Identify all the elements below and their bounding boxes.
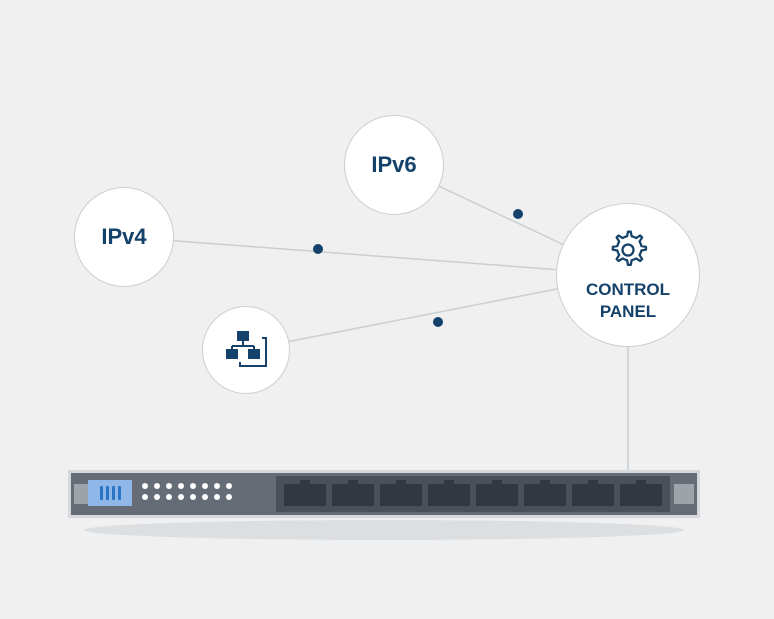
lcd-bar: [118, 486, 121, 500]
control-panel-label-line2: PANEL: [600, 302, 656, 322]
node-ipv6: IPv6: [344, 115, 444, 215]
status-led: [202, 483, 208, 489]
node-control-panel: CONTROL PANEL: [556, 203, 700, 347]
ethernet-port: [380, 484, 422, 506]
status-led: [190, 483, 196, 489]
ethernet-port: [284, 484, 326, 506]
gear-icon: [606, 228, 650, 272]
lcd-bar: [112, 486, 115, 500]
ethernet-port: [524, 484, 566, 506]
status-led: [226, 494, 232, 500]
server-shadow: [84, 520, 684, 540]
server-lcd: [88, 480, 132, 506]
status-led: [178, 483, 184, 489]
node-ipv6-label: IPv6: [371, 152, 416, 177]
status-led: [214, 494, 220, 500]
node-ipv4-label: IPv4: [101, 224, 146, 249]
diagram-canvas: IPv4 IPv6: [0, 0, 774, 619]
status-led: [214, 483, 220, 489]
status-led: [154, 494, 160, 500]
lcd-bar: [100, 486, 103, 500]
ethernet-port: [572, 484, 614, 506]
status-led: [178, 494, 184, 500]
status-led: [166, 494, 172, 500]
node-ipv4: IPv4: [74, 187, 174, 287]
server-indicator-right: [674, 484, 694, 504]
node-network: [202, 306, 290, 394]
status-led: [142, 494, 148, 500]
status-led: [154, 483, 160, 489]
server-ports: [284, 484, 662, 506]
status-led: [202, 494, 208, 500]
status-led: [190, 494, 196, 500]
status-led: [166, 483, 172, 489]
status-led: [226, 483, 232, 489]
server-rack: [68, 470, 700, 518]
connector-dot: [433, 317, 443, 327]
server-led-cluster: [142, 483, 232, 500]
ethernet-port: [620, 484, 662, 506]
connector-dot: [513, 209, 523, 219]
ethernet-port: [428, 484, 470, 506]
ethernet-port: [476, 484, 518, 506]
ethernet-port: [332, 484, 374, 506]
network-icon: [224, 330, 268, 370]
connector-dot: [313, 244, 323, 254]
status-led: [142, 483, 148, 489]
lcd-bar: [106, 486, 109, 500]
control-panel-label-line1: CONTROL: [586, 280, 670, 300]
